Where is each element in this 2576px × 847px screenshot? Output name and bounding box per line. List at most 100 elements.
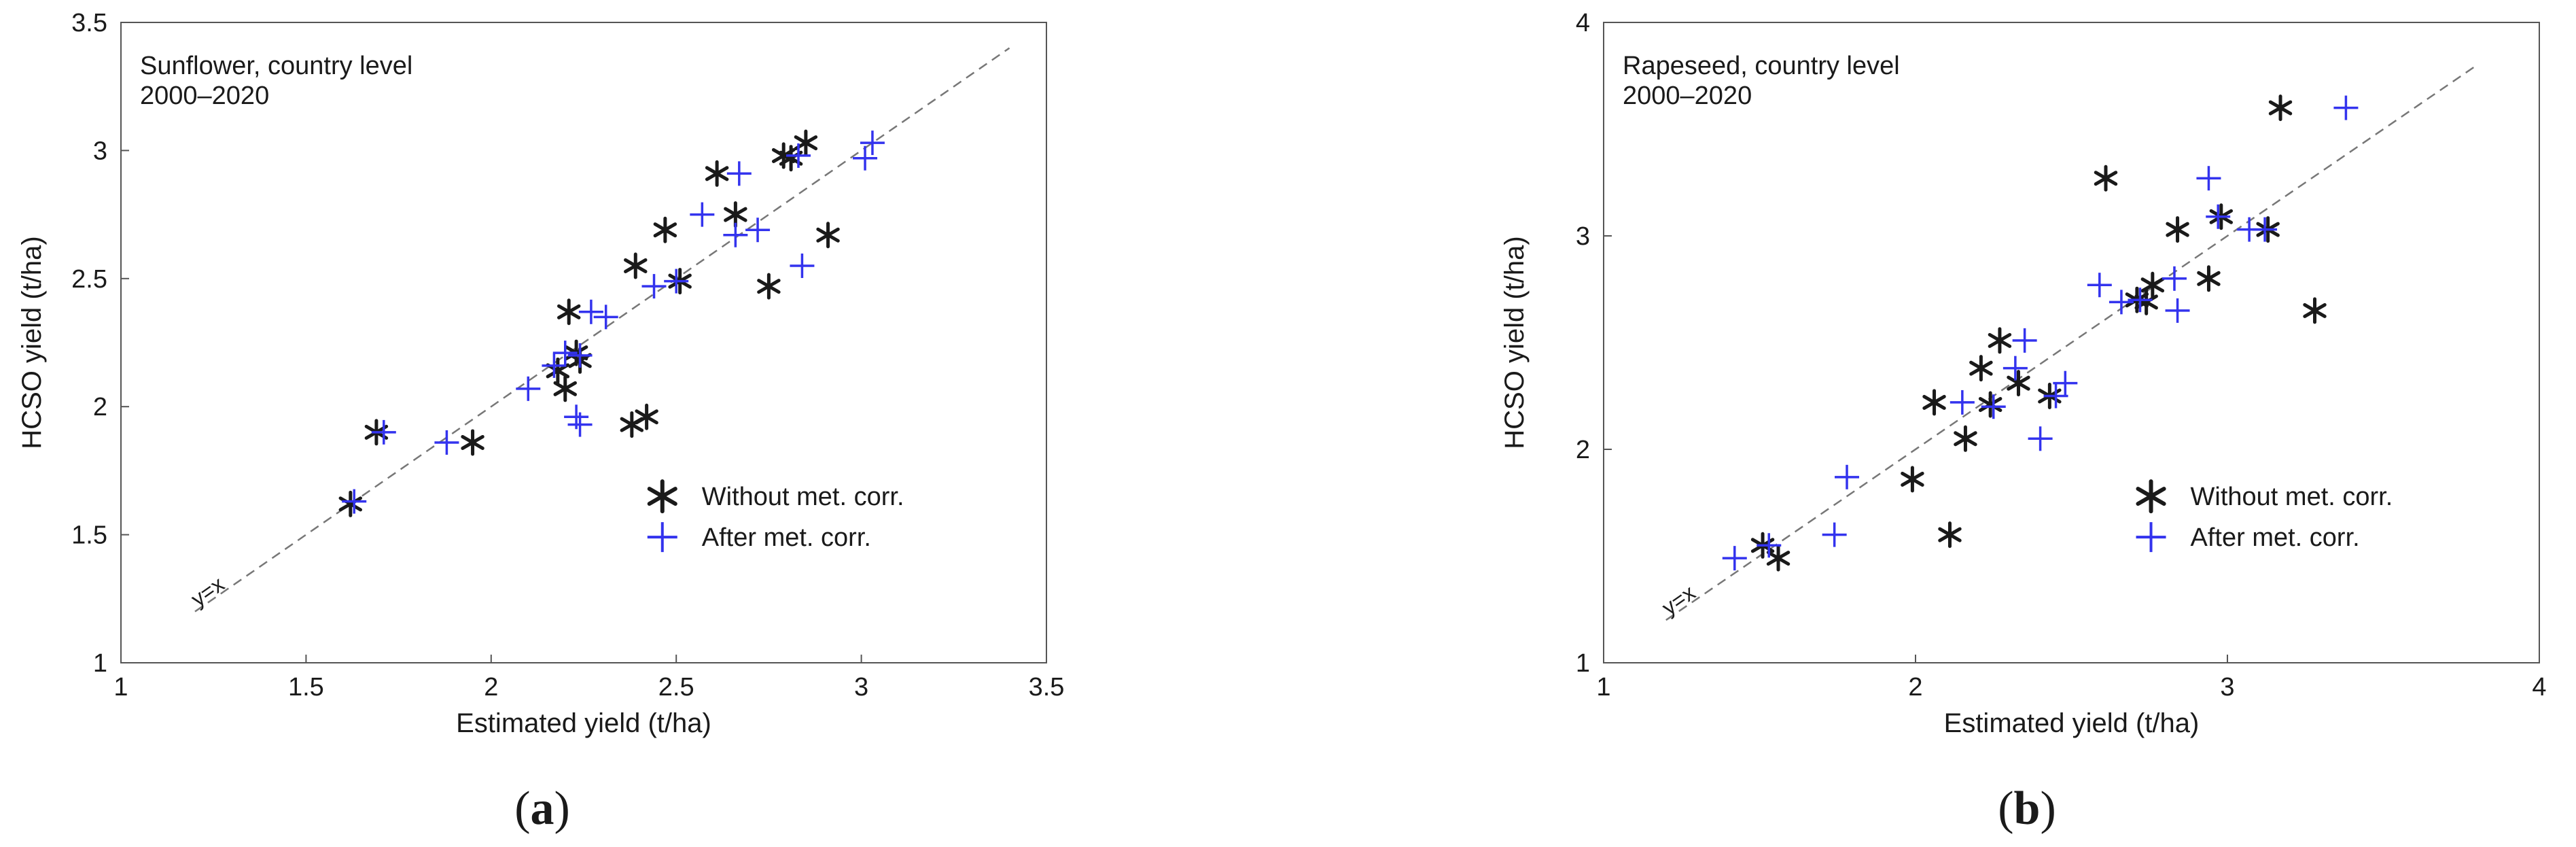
chart-panel-b: 1 2 3 4 1 2 3 4 Estimated yield (t/ha) HCSO yield… <box>1500 9 2547 835</box>
data-point-after-met-corr <box>860 131 885 156</box>
panel-label: (a) <box>514 782 570 835</box>
asterisk-stroke <box>338 496 362 512</box>
data-point-after-met-corr <box>2253 217 2278 242</box>
data-point-without-met-corr <box>1766 544 1790 572</box>
data-point-without-met-corr <box>1922 389 1946 416</box>
legend-label: After met. corr. <box>702 523 871 552</box>
asterisk-stroke <box>816 227 840 243</box>
asterisk-stroke <box>1969 360 1993 376</box>
chart-panel-a: 1 1.5 2 2.5 3 3.5 1 1.5 2 2.5 3 3.5 Estimated yield … <box>17 9 1064 835</box>
asterisk-stroke <box>553 381 577 396</box>
reference-line-label: y=x <box>1657 580 1699 620</box>
data-point-without-met-corr <box>2197 265 2221 292</box>
asterisk-stroke <box>635 409 658 425</box>
data-point-after-met-corr <box>552 341 578 366</box>
chart-annotation: Sunflower, country level <box>140 52 412 80</box>
legend-marker-without-met-corr <box>2136 479 2166 514</box>
y-tick-label: 1 <box>1576 649 1590 678</box>
data-point-without-met-corr <box>1938 521 1962 549</box>
data-point-after-met-corr <box>641 274 667 299</box>
y-tick-label: 4 <box>1576 9 1590 37</box>
x-tick-label: 3.5 <box>1029 673 1065 702</box>
data-point-after-met-corr <box>690 202 715 227</box>
legend-label: After met. corr. <box>2191 523 2360 552</box>
panel-label-letter: b <box>2014 782 2041 835</box>
asterisk-stroke <box>2007 375 2030 391</box>
data-point-after-met-corr <box>567 412 593 437</box>
data-point-after-met-corr <box>516 376 541 401</box>
data-point-after-met-corr <box>2053 370 2078 396</box>
data-point-after-met-corr <box>1949 390 1975 415</box>
asterisk-stroke <box>653 222 677 238</box>
asterisk-stroke <box>2303 302 2327 318</box>
asterisk-stroke <box>546 363 570 379</box>
data-point-without-met-corr <box>635 403 658 430</box>
asterisk-stroke <box>557 304 581 319</box>
asterisk-stroke <box>705 166 729 182</box>
legend-marker-without-met-corr <box>647 479 677 514</box>
data-point-after-met-corr <box>853 145 878 171</box>
panel-label-letter: a <box>531 782 554 835</box>
asterisk-stroke <box>1922 394 1946 410</box>
data-point-after-met-corr <box>342 489 367 514</box>
data-point-without-met-corr <box>2166 216 2189 243</box>
y-tick-label: 1 <box>93 649 107 678</box>
asterisk-stroke <box>624 258 648 273</box>
data-point-after-met-corr <box>745 218 771 243</box>
data-point-after-met-corr <box>567 343 593 368</box>
data-point-without-met-corr <box>653 216 677 243</box>
asterisk-stroke <box>2166 222 2189 237</box>
asterisk-stroke <box>794 135 818 151</box>
data-point-without-met-corr <box>1954 425 1977 452</box>
plot-frame <box>1603 22 2540 663</box>
data-point-without-met-corr <box>557 298 581 326</box>
data-point-without-met-corr <box>1901 466 1924 493</box>
data-point-without-met-corr <box>724 201 747 228</box>
data-point-after-met-corr <box>2128 288 2153 313</box>
asterisk-stroke <box>2094 171 2118 186</box>
asterisk-stroke <box>1938 527 1962 542</box>
y-tick-label: 3.5 <box>71 9 107 37</box>
y-tick-label: 3 <box>1576 222 1590 251</box>
data-point-after-met-corr <box>2087 273 2112 298</box>
data-point-after-met-corr <box>1981 394 2006 419</box>
data-point-without-met-corr <box>2007 370 2030 397</box>
y-tick-label: 2 <box>93 393 107 421</box>
data-point-after-met-corr <box>2206 204 2231 229</box>
plot-frame <box>120 22 1047 663</box>
asterisk-stroke <box>1954 431 1977 447</box>
data-point-after-met-corr <box>542 353 567 378</box>
asterisk-stroke <box>1988 332 2012 348</box>
data-point-after-met-corr <box>2012 328 2037 353</box>
legend-marker-after-met-corr <box>647 522 677 553</box>
reference-line-label: y=x <box>186 572 228 612</box>
data-point-after-met-corr <box>2028 426 2053 451</box>
y-tick-label: 3 <box>93 137 107 165</box>
asterisk-stroke <box>620 417 644 432</box>
y-tick-label: 2 <box>1576 436 1590 464</box>
x-tick-label: 2 <box>484 673 498 702</box>
data-point-without-met-corr <box>1969 355 1993 382</box>
y-axis-label: HCSO yield (t/ha) <box>17 236 47 449</box>
data-point-after-met-corr <box>726 161 752 186</box>
data-point-after-met-corr <box>2196 166 2221 191</box>
data-point-after-met-corr <box>2002 356 2028 381</box>
x-axis-label: Estimated yield (t/ha) <box>456 708 711 738</box>
reference-line <box>194 47 1010 612</box>
x-tick-label: 1.5 <box>288 673 324 702</box>
data-point-after-met-corr <box>1722 546 1747 571</box>
x-tick-label: 4 <box>2532 673 2546 702</box>
legend-marker-after-met-corr <box>2136 522 2166 553</box>
data-point-after-met-corr <box>371 419 396 445</box>
x-tick-label: 2 <box>1908 673 1922 702</box>
data-point-without-met-corr <box>1988 327 2012 354</box>
asterisk-stroke <box>2268 100 2293 116</box>
data-point-after-met-corr <box>2109 290 2134 315</box>
data-point-after-met-corr <box>593 305 618 330</box>
x-tick-label: 3 <box>854 673 868 702</box>
data-point-after-met-corr <box>786 143 811 168</box>
data-point-after-met-corr <box>2165 298 2190 323</box>
x-tick-label: 1 <box>1596 673 1610 702</box>
asterisk-stroke <box>1766 551 1790 566</box>
